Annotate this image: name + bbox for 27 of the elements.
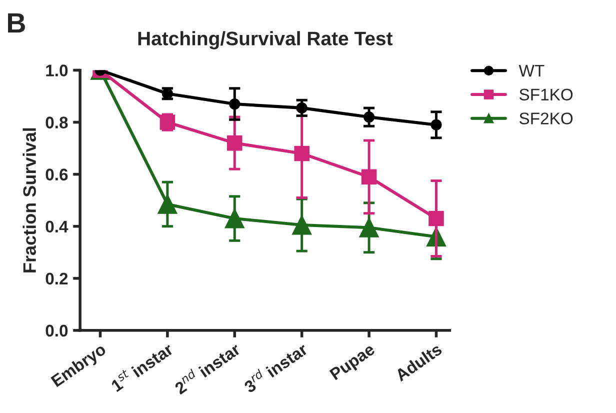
y-axis-title: Fraction Survival	[22, 128, 36, 272]
point	[158, 194, 178, 214]
point	[224, 208, 244, 228]
text: 1.0	[46, 64, 68, 76]
text: B	[8, 13, 25, 33]
y-tick-label: 0.2	[46, 272, 68, 285]
y-tick-label: 0.6	[46, 168, 68, 180]
point	[292, 215, 312, 235]
point	[359, 218, 379, 238]
legend-label: WT	[518, 65, 544, 76]
point	[428, 210, 444, 226]
y-tick-label: 0.4	[46, 220, 68, 233]
point	[363, 111, 375, 123]
point	[296, 102, 308, 114]
legend-label: SF1KO	[519, 88, 573, 101]
point	[361, 169, 377, 185]
x-tick-label: 3$^{rd}$ instar	[241, 340, 309, 394]
x-tick-label: 1$^{st}$ instar	[108, 340, 174, 392]
point	[229, 98, 240, 110]
y-tick-label: 0.8	[46, 116, 68, 128]
x-tick-label: 2$^{nd}$ instar	[174, 344, 242, 395]
legend-label: SF2KO	[519, 112, 573, 124]
chart-title: Hatching/Survival Rate Test	[138, 31, 393, 50]
text: 0.0	[46, 324, 68, 337]
point	[227, 135, 242, 151]
point	[430, 119, 442, 130]
point	[294, 146, 310, 162]
